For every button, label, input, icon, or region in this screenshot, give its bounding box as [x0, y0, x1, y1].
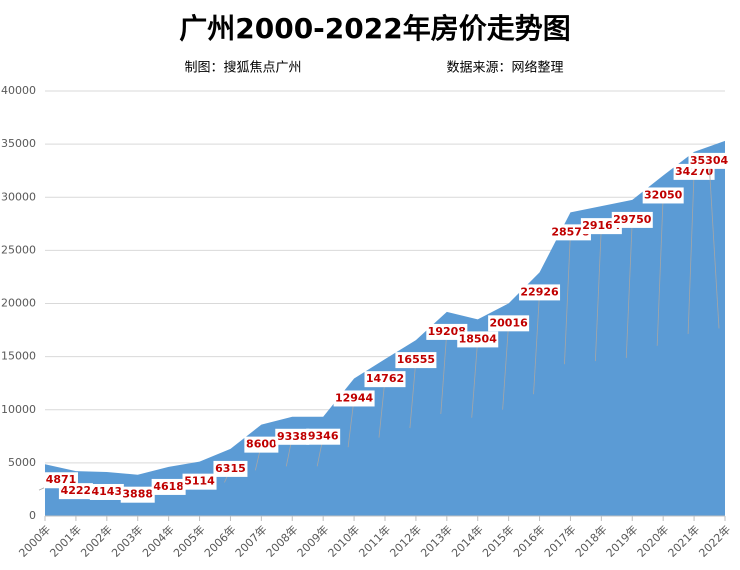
y-tick-label: 15000: [1, 350, 36, 363]
label-box: [120, 486, 155, 503]
leader-line: [625, 219, 633, 358]
data-label: 9346: [308, 430, 339, 443]
label-box: [333, 390, 375, 407]
leader-line: [656, 195, 664, 346]
x-tick-label: 2017年: [541, 522, 578, 559]
leader-line: [564, 232, 571, 365]
y-tick-label: 20000: [1, 297, 36, 310]
x-tick-label: 2013年: [418, 522, 455, 559]
x-tick-label: 2021年: [665, 522, 702, 559]
data-label: 16555: [397, 353, 435, 366]
data-label: 29164: [582, 219, 621, 232]
leader-line: [687, 171, 695, 334]
label-box: [58, 483, 93, 500]
label-box: [306, 428, 341, 445]
data-label: 4871: [46, 473, 77, 486]
leader-line: [708, 160, 720, 329]
label-box: [182, 473, 217, 490]
data-label: 29750: [613, 213, 652, 226]
data-label: 5114: [184, 475, 215, 488]
leader-line: [440, 331, 448, 414]
x-tick-label: 2000年: [16, 522, 53, 559]
leader-line: [409, 360, 417, 429]
leader-line: [378, 379, 386, 438]
x-tick-label: 2007年: [232, 522, 269, 559]
x-tick-label: 2005年: [170, 522, 207, 559]
chart-title: 广州2000-2022年房价走势图: [179, 12, 570, 45]
leader-line: [533, 292, 540, 395]
data-label: 14762: [366, 372, 404, 385]
label-box: [580, 218, 622, 235]
y-tick-label: 30000: [1, 190, 36, 203]
label-box: [275, 428, 310, 445]
x-tick-label: 2002年: [78, 522, 115, 559]
subtitle: 制图：搜狐焦点广州: [184, 61, 301, 76]
x-tick-label: 2004年: [139, 522, 176, 559]
leader-line: [594, 226, 602, 362]
x-tick-label: 2018年: [572, 522, 609, 559]
x-tick-label: 2019年: [603, 522, 640, 559]
x-tick-label: 2020年: [634, 522, 671, 559]
data-label: 8600: [246, 438, 277, 451]
label-box: [244, 436, 279, 453]
data-label: 19208: [428, 325, 466, 338]
y-tick-label: 40000: [1, 84, 36, 97]
leader-line: [471, 339, 479, 418]
x-tick-label: 2016年: [510, 522, 547, 559]
subtitle: 数据来源：网络整理: [446, 60, 563, 76]
x-tick-label: 2012年: [387, 522, 424, 559]
label-box: [549, 224, 591, 241]
label-box: [364, 371, 406, 388]
label-box: [642, 187, 684, 204]
data-label: 18504: [459, 332, 498, 345]
data-label: 28578: [551, 225, 589, 238]
leader-line: [502, 323, 510, 410]
data-label: 12944: [335, 391, 374, 404]
x-tick-label: 2001年: [47, 522, 84, 559]
data-label: 22926: [520, 285, 559, 298]
label-box: [519, 284, 561, 301]
data-label: 3888: [122, 488, 153, 501]
x-tick-label: 2014年: [448, 522, 485, 559]
x-tick-label: 2009年: [294, 522, 331, 559]
y-tick-label: 35000: [1, 137, 36, 150]
y-tick-label: 0: [29, 509, 36, 522]
data-label: 6315: [215, 462, 246, 475]
leader-line: [347, 398, 355, 448]
y-tick-label: 25000: [1, 243, 36, 256]
data-label: 4618: [153, 480, 184, 493]
x-tick-label: 2022年: [696, 522, 733, 559]
data-label: 4222: [61, 484, 92, 497]
x-tick-label: 2008年: [263, 522, 300, 559]
label-box: [151, 478, 186, 495]
data-label: 9338: [277, 430, 308, 443]
x-tick-label: 2010年: [325, 522, 362, 559]
x-tick-label: 2006年: [201, 522, 238, 559]
label-box: [611, 211, 653, 228]
x-tick-label: 2011年: [356, 522, 393, 559]
x-tick-label: 2003年: [108, 522, 145, 559]
x-tick-label: 2015年: [479, 522, 516, 559]
label-box: [89, 483, 124, 500]
label-box: [213, 460, 248, 477]
y-tick-label: 5000: [8, 456, 36, 469]
data-label: 20016: [489, 316, 528, 329]
label-box: [426, 323, 468, 340]
y-tick-label: 10000: [1, 403, 36, 416]
label-box: [488, 315, 530, 332]
data-label: 4143: [92, 485, 123, 498]
data-label: 35304: [690, 154, 729, 167]
label-box: [395, 352, 437, 369]
label-box: [688, 152, 730, 169]
data-label: 32050: [644, 188, 683, 201]
label-box: [457, 331, 499, 348]
area: [45, 140, 725, 516]
